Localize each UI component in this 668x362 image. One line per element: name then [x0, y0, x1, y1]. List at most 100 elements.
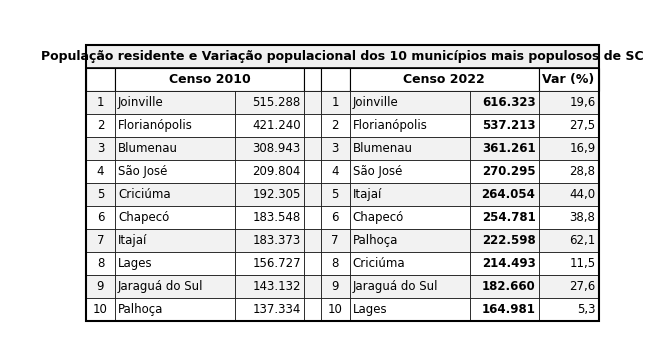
- Bar: [321, 252, 349, 275]
- Bar: [86, 183, 115, 206]
- Bar: [470, 275, 538, 298]
- Text: 421.240: 421.240: [253, 119, 301, 132]
- Bar: [86, 275, 115, 298]
- Bar: [470, 160, 538, 183]
- Bar: [115, 91, 235, 114]
- Bar: [235, 160, 304, 183]
- Bar: [304, 160, 321, 183]
- Text: 7: 7: [331, 234, 339, 247]
- Text: População residente e Variação populacional dos 10 municípios mais populosos de : População residente e Variação populacio…: [41, 50, 644, 63]
- Bar: [115, 137, 235, 160]
- Text: 8: 8: [331, 257, 339, 270]
- Text: 16,9: 16,9: [569, 142, 595, 155]
- Bar: [304, 114, 321, 137]
- Bar: [538, 114, 599, 137]
- Text: 2: 2: [331, 119, 339, 132]
- Bar: [235, 206, 304, 229]
- Bar: [86, 91, 115, 114]
- Text: 5: 5: [97, 188, 104, 201]
- Bar: [470, 298, 538, 321]
- Bar: [321, 68, 349, 91]
- Bar: [538, 68, 599, 91]
- Text: Chapecó: Chapecó: [118, 211, 169, 224]
- Bar: [349, 206, 470, 229]
- Bar: [235, 137, 304, 160]
- Text: Lages: Lages: [353, 303, 387, 316]
- Bar: [86, 160, 115, 183]
- Text: 10: 10: [328, 303, 343, 316]
- Text: Chapecó: Chapecó: [353, 211, 404, 224]
- Bar: [321, 114, 349, 137]
- Text: 222.598: 222.598: [482, 234, 536, 247]
- Text: Palhoça: Palhoça: [353, 234, 398, 247]
- Text: 38,8: 38,8: [570, 211, 595, 224]
- Text: 361.261: 361.261: [482, 142, 536, 155]
- Bar: [470, 114, 538, 137]
- Bar: [115, 298, 235, 321]
- Bar: [304, 137, 321, 160]
- Text: Censo 2022: Censo 2022: [403, 73, 485, 86]
- Bar: [538, 160, 599, 183]
- Bar: [538, 275, 599, 298]
- Bar: [235, 183, 304, 206]
- Text: 5: 5: [331, 188, 339, 201]
- Text: 11,5: 11,5: [569, 257, 595, 270]
- Bar: [115, 206, 235, 229]
- Bar: [115, 114, 235, 137]
- Bar: [538, 229, 599, 252]
- Text: 19,6: 19,6: [569, 96, 595, 109]
- Bar: [349, 183, 470, 206]
- Text: Joinville: Joinville: [353, 96, 398, 109]
- Bar: [115, 229, 235, 252]
- Text: Censo 2010: Censo 2010: [168, 73, 250, 86]
- Bar: [470, 206, 538, 229]
- Text: Var (%): Var (%): [542, 73, 595, 86]
- Bar: [538, 183, 599, 206]
- Bar: [115, 252, 235, 275]
- Text: 137.334: 137.334: [253, 303, 301, 316]
- Bar: [235, 252, 304, 275]
- Bar: [349, 114, 470, 137]
- Bar: [304, 68, 321, 91]
- Text: 9: 9: [97, 280, 104, 293]
- Bar: [538, 252, 599, 275]
- Text: 182.660: 182.660: [482, 280, 536, 293]
- Bar: [321, 298, 349, 321]
- Bar: [321, 160, 349, 183]
- Bar: [235, 298, 304, 321]
- Text: 209.804: 209.804: [253, 165, 301, 178]
- Text: 183.548: 183.548: [253, 211, 301, 224]
- Bar: [304, 229, 321, 252]
- Text: 27,6: 27,6: [569, 280, 595, 293]
- Bar: [470, 252, 538, 275]
- Text: 156.727: 156.727: [253, 257, 301, 270]
- Text: 4: 4: [331, 165, 339, 178]
- Bar: [86, 206, 115, 229]
- Text: 270.295: 270.295: [482, 165, 536, 178]
- Text: Joinville: Joinville: [118, 96, 164, 109]
- Text: 214.493: 214.493: [482, 257, 536, 270]
- Bar: [321, 137, 349, 160]
- Bar: [321, 206, 349, 229]
- Text: 6: 6: [97, 211, 104, 224]
- Bar: [115, 183, 235, 206]
- Bar: [235, 91, 304, 114]
- Text: Florianópolis: Florianópolis: [118, 119, 193, 132]
- Text: 44,0: 44,0: [569, 188, 595, 201]
- Bar: [86, 298, 115, 321]
- Text: 164.981: 164.981: [482, 303, 536, 316]
- Bar: [304, 252, 321, 275]
- Bar: [470, 183, 538, 206]
- Bar: [304, 183, 321, 206]
- Bar: [321, 229, 349, 252]
- Text: Blumenau: Blumenau: [118, 142, 178, 155]
- Text: 3: 3: [331, 142, 339, 155]
- Bar: [349, 91, 470, 114]
- Bar: [470, 229, 538, 252]
- Bar: [321, 183, 349, 206]
- Text: Palhoça: Palhoça: [118, 303, 164, 316]
- Text: Blumenau: Blumenau: [353, 142, 413, 155]
- Bar: [304, 298, 321, 321]
- Bar: [349, 252, 470, 275]
- Bar: [235, 114, 304, 137]
